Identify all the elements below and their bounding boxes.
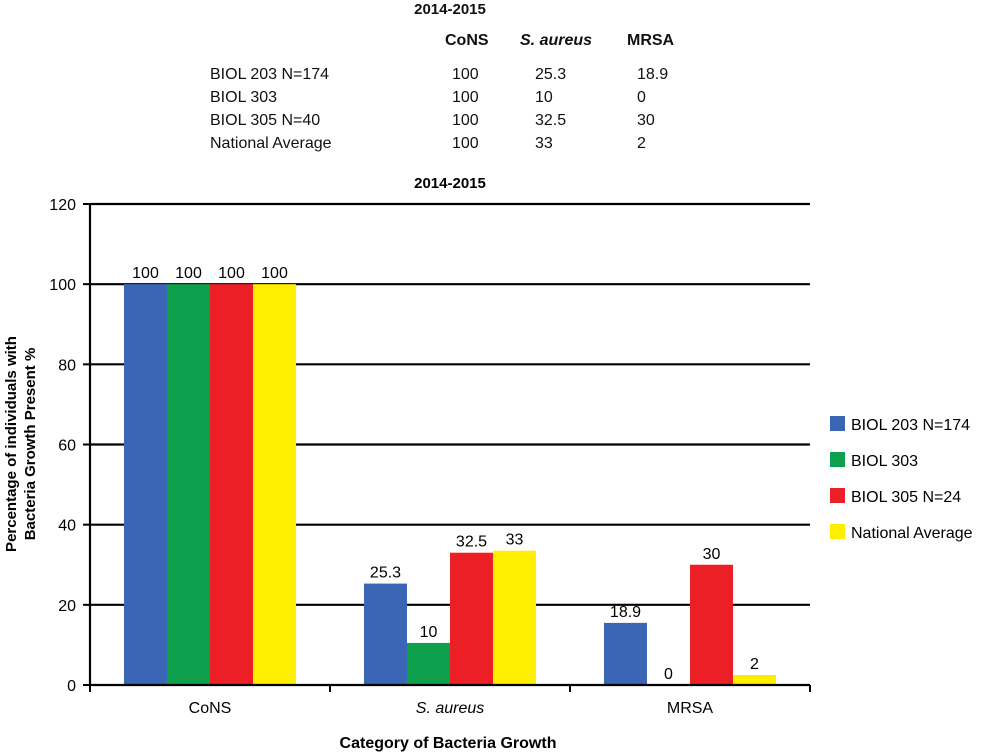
x-axis-label: Category of Bacteria Growth xyxy=(340,735,557,752)
table-row-label: BIOL 305 N=40 xyxy=(210,112,321,129)
y-tick-label: 0 xyxy=(67,678,76,695)
table-row: BIOL 203 N=174 100 25.3 18.9 xyxy=(0,63,760,86)
chart-title: 2014-2015 xyxy=(414,175,486,192)
table-header-cons: CoNS xyxy=(445,32,489,49)
table-cell: 32.5 xyxy=(535,112,567,129)
table-cell: 100 xyxy=(452,89,479,106)
x-tick-label: MRSA xyxy=(667,700,714,717)
y-tick-label: 60 xyxy=(58,438,76,455)
data-label: 33 xyxy=(506,532,524,549)
table-cell: 2 xyxy=(637,135,646,152)
x-tick-label: S. aureus xyxy=(416,700,484,717)
data-label: 100 xyxy=(175,265,202,282)
bar xyxy=(210,284,253,685)
bar xyxy=(733,674,776,685)
table-cell: 10 xyxy=(535,89,553,106)
data-label: 10 xyxy=(420,624,438,641)
table-row: National Average 100 33 2 xyxy=(0,132,760,155)
bar xyxy=(364,583,407,685)
table-cell: 30 xyxy=(637,112,655,129)
legend-label: National Average xyxy=(851,525,973,542)
data-label: 100 xyxy=(261,265,288,282)
legend-label: BIOL 305 N=24 xyxy=(851,489,961,506)
data-label: 32.5 xyxy=(456,534,487,551)
legend-label: BIOL 303 xyxy=(851,453,918,470)
data-label: 30 xyxy=(703,546,721,563)
x-ticks: CoNS S. aureus MRSA xyxy=(89,685,811,717)
table-title: 2014-2015 xyxy=(414,1,486,18)
y-tick-label: 80 xyxy=(58,357,76,374)
data-label: 2 xyxy=(750,656,759,673)
table-header-mrsa: MRSA xyxy=(627,32,675,49)
data-label: 100 xyxy=(132,265,159,282)
data-label: 0 xyxy=(664,666,673,683)
bar xyxy=(604,622,647,685)
data-label: 25.3 xyxy=(370,565,401,582)
legend-swatch xyxy=(830,452,845,467)
table-row: BIOL 303 100 10 0 xyxy=(0,86,760,109)
bar xyxy=(253,284,296,685)
table-row-label: National Average xyxy=(210,135,332,152)
table-header-saureus: S. aureus xyxy=(520,32,593,49)
y-tick-label: 100 xyxy=(49,277,76,294)
data-label: 100 xyxy=(218,265,245,282)
bar xyxy=(407,642,450,685)
table-cell: 100 xyxy=(452,66,479,83)
bar xyxy=(450,552,493,685)
table-row: BIOL 305 N=40 100 32.5 30 xyxy=(0,109,760,132)
x-tick-label: CoNS xyxy=(189,700,232,717)
y-ticks: 0 20 40 60 80 100 120 xyxy=(49,197,90,695)
y-axis-label-line-1: Percentage of individuals with xyxy=(3,336,20,552)
y-tick-label: 120 xyxy=(49,197,76,214)
bar xyxy=(690,564,733,685)
legend: BIOL 203 N=174 BIOL 303 BIOL 305 N=24 Natio… xyxy=(830,416,973,542)
table-cell: 0 xyxy=(637,89,646,106)
data-label: 18.9 xyxy=(610,604,641,621)
y-tick-label: 20 xyxy=(58,598,76,615)
table-cell: 100 xyxy=(452,135,479,152)
bar xyxy=(167,284,210,685)
legend-swatch xyxy=(830,488,845,503)
table-cell: 25.3 xyxy=(535,66,567,83)
table-cell: 18.9 xyxy=(637,66,669,83)
legend-swatch xyxy=(830,416,845,431)
bar xyxy=(493,550,536,685)
table-row-label: BIOL 303 xyxy=(210,89,278,106)
legend-label: BIOL 203 N=174 xyxy=(851,417,970,434)
table-row-label: BIOL 203 N=174 xyxy=(210,66,330,83)
y-axis-label-line-2: Bacteria Growth Present % xyxy=(22,348,39,541)
table-cell: 100 xyxy=(452,112,479,129)
y-tick-label: 40 xyxy=(58,518,76,535)
legend-swatch xyxy=(830,524,845,539)
table-cell: 33 xyxy=(535,135,553,152)
bar xyxy=(124,284,167,685)
